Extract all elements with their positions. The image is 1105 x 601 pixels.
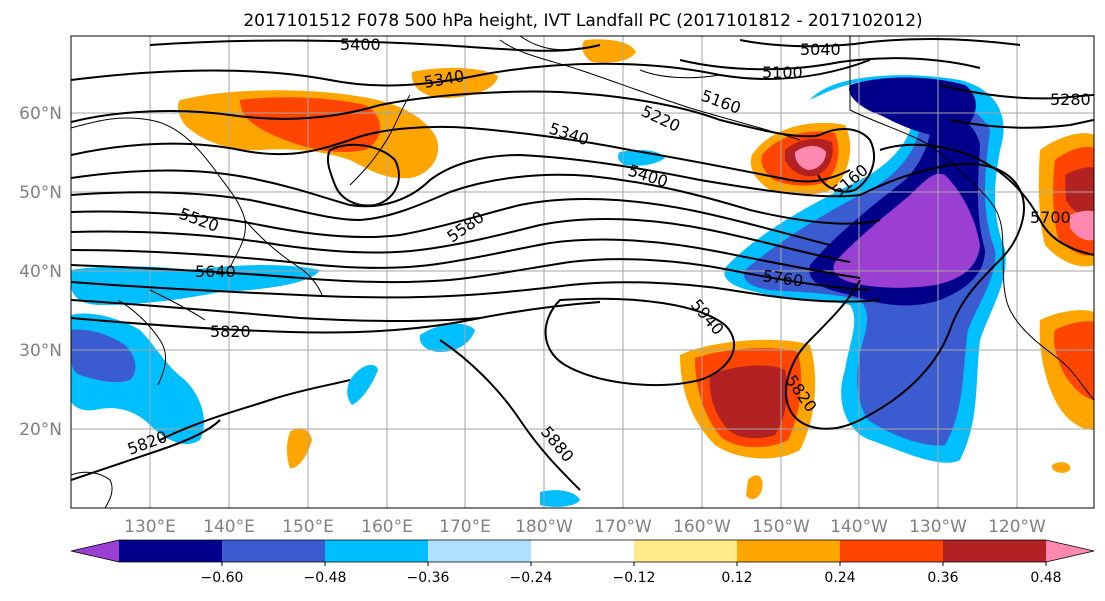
colorbar-segment (325, 540, 429, 562)
lat-tick-label: 50°N (19, 183, 62, 203)
colorbar-tick-label: 0.36 (927, 570, 958, 586)
colorbar-segment (428, 540, 532, 562)
ivt-negative-core (833, 173, 980, 288)
colorbar-tick-label: −0.24 (510, 570, 553, 586)
contour-label: 5100 (762, 63, 803, 82)
colorbar-tick-label: −0.48 (304, 570, 347, 586)
coastlines (71, 36, 1094, 508)
lon-tick-label: 160°W (673, 517, 731, 537)
colorbar-tick-label: 0.24 (824, 570, 855, 586)
lon-tick-label: 150°W (752, 517, 810, 537)
lon-tick-label: 180°W (515, 517, 573, 537)
ivt-negative-patch-2 (347, 364, 378, 405)
ivt-negative-gulf (849, 77, 976, 136)
lon-tick-label: 160°E (361, 517, 413, 537)
ivt-negative-patch-1 (419, 323, 475, 352)
map-frame (70, 35, 1095, 509)
colorbar-segments (70, 539, 1095, 563)
colorbar-segment (119, 540, 223, 562)
ivt-positive-patch-pac (287, 428, 312, 469)
colorbar-tick-label: −0.36 (407, 570, 450, 586)
colorbar-segment (531, 540, 635, 562)
colorbar-tick-label: 0.48 (1030, 570, 1061, 586)
lon-tick-label: 130°E (124, 517, 176, 537)
height-contours (71, 38, 1094, 491)
lat-tick-label: 40°N (19, 262, 62, 282)
ivt-positive-west-coast-pink (1070, 210, 1094, 241)
map-panel: 5400 5340 5040 5100 5160 5220 5340 5400 … (70, 35, 1095, 509)
colorbar-segment (222, 540, 326, 562)
ivt-positive-hawaii-core (709, 365, 787, 439)
ivt-negative-patch-4 (540, 490, 580, 507)
ivt-positive-mexico-core (1053, 321, 1094, 400)
longitude-axis: 130°E 140°E 150°E 160°E 170°E 180°W 170°… (124, 517, 1046, 537)
lon-tick-label: 170°W (594, 517, 652, 537)
lon-tick-label: 140°E (203, 517, 255, 537)
lon-tick-label: 130°W (909, 517, 967, 537)
contour-label: 5280 (1050, 90, 1091, 109)
map-gridlines (71, 36, 1094, 508)
lon-tick-label: 170°E (439, 517, 491, 537)
colorbar-ticks: −0.60 −0.48 −0.36 −0.24 −0.12 0.12 0.24 0.36 0.4… (201, 562, 1062, 586)
colorbar-extend-low (71, 540, 119, 562)
colorbar-segment (737, 540, 841, 562)
colorbar-tick-label: −0.60 (201, 570, 244, 586)
contour-label: 5040 (800, 40, 841, 59)
lon-tick-label: 120°W (988, 517, 1046, 537)
ivt-positive-alaska-core (794, 146, 826, 170)
colorbar-segment (943, 540, 1047, 562)
colorbar-tick-label: −0.12 (613, 570, 656, 586)
contour-label: 5700 (1030, 208, 1071, 227)
ivt-positive-kamchatka-core (240, 97, 380, 152)
lat-tick-label: 60°N (19, 104, 62, 124)
lon-tick-label: 140°W (830, 517, 888, 537)
colorbar: −0.60 −0.48 −0.36 −0.24 −0.12 0.12 0.24 0.36 0.4… (70, 539, 1095, 586)
colorbar-segment (840, 540, 944, 562)
ivt-negative-asia-core (71, 329, 136, 383)
colorbar-segment (634, 540, 738, 562)
contour-label: 5820 (210, 322, 251, 341)
latitude-axis: 60°N 50°N 40°N 30°N 20°N (19, 104, 62, 440)
lat-tick-label: 20°N (19, 420, 62, 440)
contour-label: 5400 (340, 35, 381, 54)
lat-tick-label: 30°N (19, 341, 62, 361)
colorbar-outline (70, 539, 1095, 563)
contour-label: 5640 (195, 262, 236, 281)
figure-title: 2017101512 F078 500 hPa height, IVT Land… (243, 11, 922, 31)
lon-tick-label: 150°E (282, 517, 334, 537)
ivt-positive-patch-s (746, 475, 763, 500)
colorbar-extend-high (1046, 540, 1094, 562)
ivt-positive-patch-sw (1052, 462, 1071, 473)
colorbar-tick-label: 0.12 (721, 570, 752, 586)
